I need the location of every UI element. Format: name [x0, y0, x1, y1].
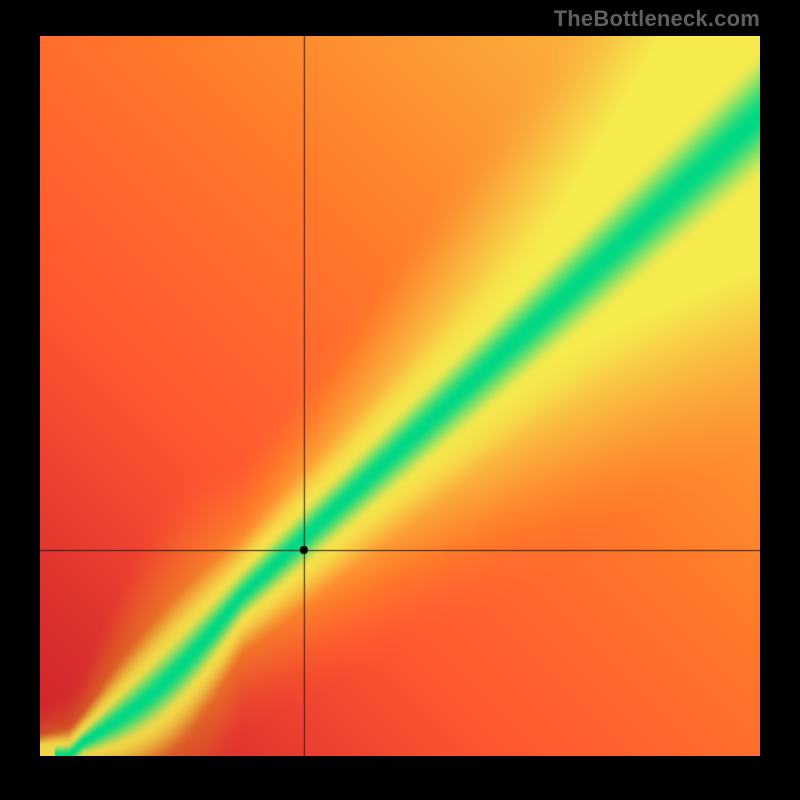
- bottleneck-heatmap: [40, 36, 760, 756]
- watermark-text: TheBottleneck.com: [554, 6, 760, 32]
- chart-container: TheBottleneck.com: [0, 0, 800, 800]
